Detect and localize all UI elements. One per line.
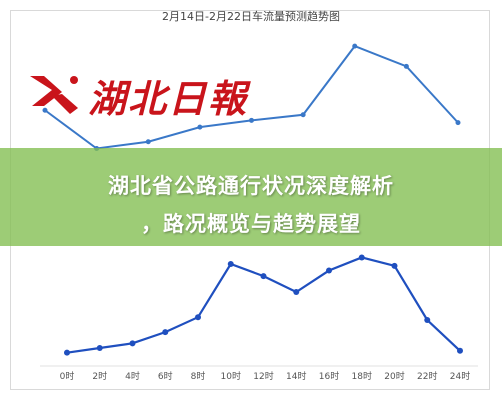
lower-point-8 — [326, 267, 332, 274]
lower-point-0 — [64, 349, 70, 356]
upper-point-6 — [352, 43, 358, 49]
lower-point-5 — [227, 261, 234, 267]
lower-point-7 — [293, 289, 300, 295]
lower-point-10 — [391, 262, 398, 269]
x-tick-label: 14时 — [286, 370, 306, 382]
lower-point-11 — [424, 317, 431, 323]
headline-line-1: 湖北省公路通行状况深度解析 — [108, 174, 394, 198]
hubei-daily-logo-icon — [30, 76, 78, 114]
lower-point-3 — [162, 329, 169, 336]
headline-line-2: ，路况概览与趋势展望 — [141, 212, 361, 236]
x-tick-label: 20时 — [384, 370, 404, 382]
lower-point-12 — [457, 347, 463, 354]
upper-point-7 — [403, 63, 409, 69]
x-tick-label: 2时 — [92, 370, 107, 382]
lower-point-2 — [129, 340, 136, 347]
lower-point-6 — [260, 273, 267, 280]
lower-series-line — [66, 256, 461, 354]
x-tick-label: 8时 — [191, 370, 206, 382]
chart-title: 2月14日-2月22日车流量预测趋势图 — [162, 10, 340, 23]
upper-point-0 — [42, 107, 48, 113]
x-tick-label: 18时 — [352, 370, 372, 382]
x-tick-label: 16时 — [319, 370, 339, 382]
upper-point-2 — [145, 139, 151, 145]
x-tick-label: 22时 — [417, 370, 437, 382]
upper-point-3 — [197, 124, 203, 130]
x-tick-label: 6时 — [158, 370, 173, 382]
x-tick-label: 4时 — [125, 370, 140, 382]
lower-point-9 — [358, 254, 365, 261]
lower-point-4 — [195, 314, 201, 321]
upper-point-4 — [249, 117, 254, 123]
headline-banner — [0, 148, 502, 246]
hubei-daily-logo: 湖北日報 — [22, 66, 246, 124]
x-tick-label: 12时 — [253, 370, 273, 382]
x-tick-label: 24时 — [450, 370, 470, 382]
x-tick-label: 0时 — [60, 370, 75, 382]
lower-point-1 — [96, 345, 103, 351]
upper-point-8 — [455, 120, 461, 126]
logo-text: 湖北日報 — [88, 76, 249, 121]
upper-point-5 — [300, 112, 306, 118]
x-tick-label: 10时 — [221, 370, 241, 382]
